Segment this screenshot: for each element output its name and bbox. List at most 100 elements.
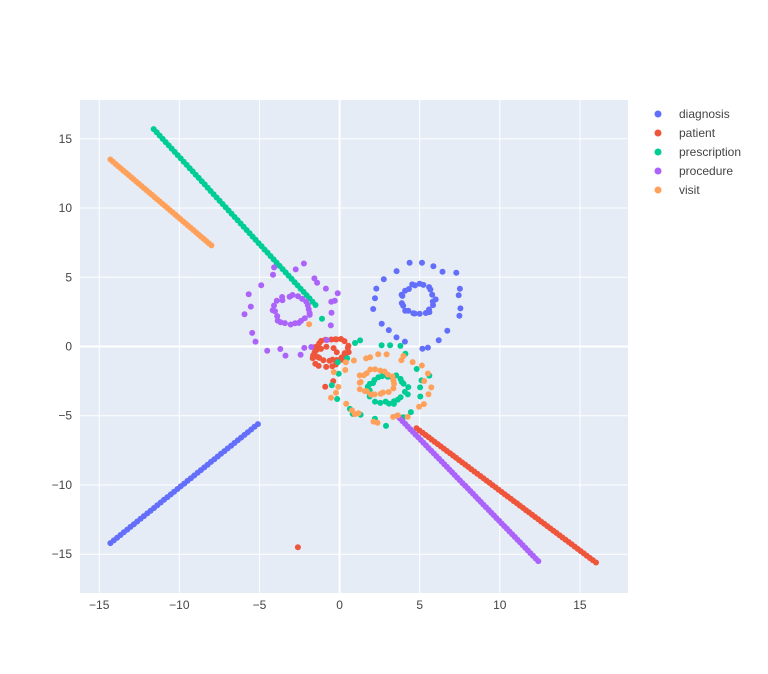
data-point bbox=[356, 372, 363, 379]
legend-item-patient[interactable]: patient bbox=[654, 126, 716, 140]
data-point bbox=[301, 315, 308, 322]
data-point bbox=[393, 334, 400, 341]
series-procedure bbox=[241, 260, 542, 565]
y-axis-ticks: −15 −10 −5 0 5 10 15 bbox=[52, 132, 73, 561]
data-point bbox=[429, 291, 436, 298]
data-point bbox=[397, 375, 404, 382]
data-point bbox=[397, 394, 404, 401]
data-point bbox=[418, 362, 425, 369]
data-point bbox=[380, 389, 387, 396]
data-point bbox=[370, 306, 377, 312]
data-point bbox=[416, 280, 423, 287]
data-point bbox=[409, 359, 416, 366]
y-tick-label: −15 bbox=[52, 547, 73, 561]
data-point bbox=[386, 400, 392, 407]
data-point bbox=[357, 337, 364, 344]
data-point bbox=[327, 322, 334, 329]
data-point bbox=[372, 295, 378, 302]
data-point bbox=[294, 544, 301, 551]
data-point bbox=[323, 363, 330, 370]
data-point bbox=[315, 362, 322, 369]
data-point bbox=[277, 346, 284, 352]
data-point bbox=[328, 382, 335, 389]
data-point bbox=[430, 263, 437, 270]
data-point bbox=[335, 383, 342, 390]
data-point bbox=[404, 413, 411, 420]
legend-label: visit bbox=[679, 183, 700, 197]
legend-label: diagnosis bbox=[679, 107, 730, 121]
data-point bbox=[400, 353, 407, 359]
data-point bbox=[338, 336, 344, 342]
legend-label: procedure bbox=[679, 164, 733, 178]
data-point bbox=[252, 338, 259, 345]
data-point bbox=[405, 307, 412, 314]
legend-marker bbox=[654, 186, 662, 194]
legend-item-diagnosis[interactable]: diagnosis bbox=[654, 107, 730, 121]
data-point bbox=[378, 342, 385, 349]
data-point bbox=[385, 327, 392, 334]
x-tick-label: 15 bbox=[573, 598, 587, 612]
data-point bbox=[331, 297, 338, 304]
data-point bbox=[355, 410, 362, 417]
data-point bbox=[405, 384, 412, 391]
data-point bbox=[342, 367, 349, 373]
x-tick-label: 10 bbox=[493, 598, 507, 612]
data-point bbox=[456, 285, 463, 292]
data-point bbox=[363, 355, 370, 362]
data-point bbox=[419, 345, 426, 352]
y-tick-label: 5 bbox=[65, 270, 72, 284]
data-point bbox=[330, 345, 337, 352]
data-point bbox=[334, 290, 341, 297]
data-point bbox=[323, 337, 330, 343]
data-point bbox=[247, 303, 254, 310]
data-point bbox=[281, 320, 288, 327]
legend-item-visit[interactable]: visit bbox=[654, 183, 701, 197]
legend-item-prescription[interactable]: prescription bbox=[654, 145, 742, 159]
data-point bbox=[313, 347, 320, 353]
data-point bbox=[421, 378, 428, 384]
legend-marker bbox=[654, 167, 662, 175]
data-points bbox=[107, 126, 599, 566]
data-point bbox=[249, 329, 256, 336]
data-point bbox=[395, 412, 401, 419]
data-point bbox=[402, 287, 409, 294]
data-point bbox=[439, 268, 446, 275]
data-point bbox=[407, 409, 414, 416]
data-point bbox=[383, 422, 389, 429]
data-point bbox=[401, 338, 408, 345]
data-point bbox=[270, 271, 276, 278]
data-point bbox=[333, 389, 339, 396]
data-point bbox=[309, 355, 316, 362]
data-point bbox=[413, 366, 420, 372]
data-point bbox=[279, 297, 286, 304]
y-tick-label: −5 bbox=[58, 409, 72, 423]
legend-marker bbox=[654, 148, 662, 156]
data-point bbox=[319, 315, 325, 322]
data-point bbox=[254, 421, 261, 428]
legend-item-procedure[interactable]: procedure bbox=[654, 164, 734, 178]
data-point bbox=[273, 297, 280, 304]
data-point bbox=[328, 394, 334, 401]
data-point bbox=[400, 302, 407, 309]
data-point bbox=[391, 380, 397, 387]
data-point bbox=[322, 285, 329, 292]
zero-lines bbox=[80, 100, 628, 593]
x-tick-label: 5 bbox=[416, 598, 423, 612]
x-tick-label: −10 bbox=[169, 598, 190, 612]
data-point bbox=[334, 359, 341, 366]
data-point bbox=[345, 349, 352, 356]
data-point bbox=[385, 389, 392, 395]
data-point bbox=[308, 344, 315, 350]
series-patient bbox=[294, 336, 599, 566]
data-point bbox=[314, 279, 321, 286]
data-point bbox=[456, 312, 463, 319]
legend-marker bbox=[654, 110, 662, 118]
data-point bbox=[416, 310, 423, 317]
x-tick-label: −15 bbox=[89, 598, 110, 612]
data-point bbox=[535, 558, 542, 565]
legend[interactable]: diagnosis patient prescription procedure vis… bbox=[654, 107, 742, 197]
data-point bbox=[258, 282, 265, 289]
data-point bbox=[371, 391, 378, 398]
x-tick-label: −5 bbox=[253, 598, 267, 612]
data-point bbox=[333, 349, 340, 356]
